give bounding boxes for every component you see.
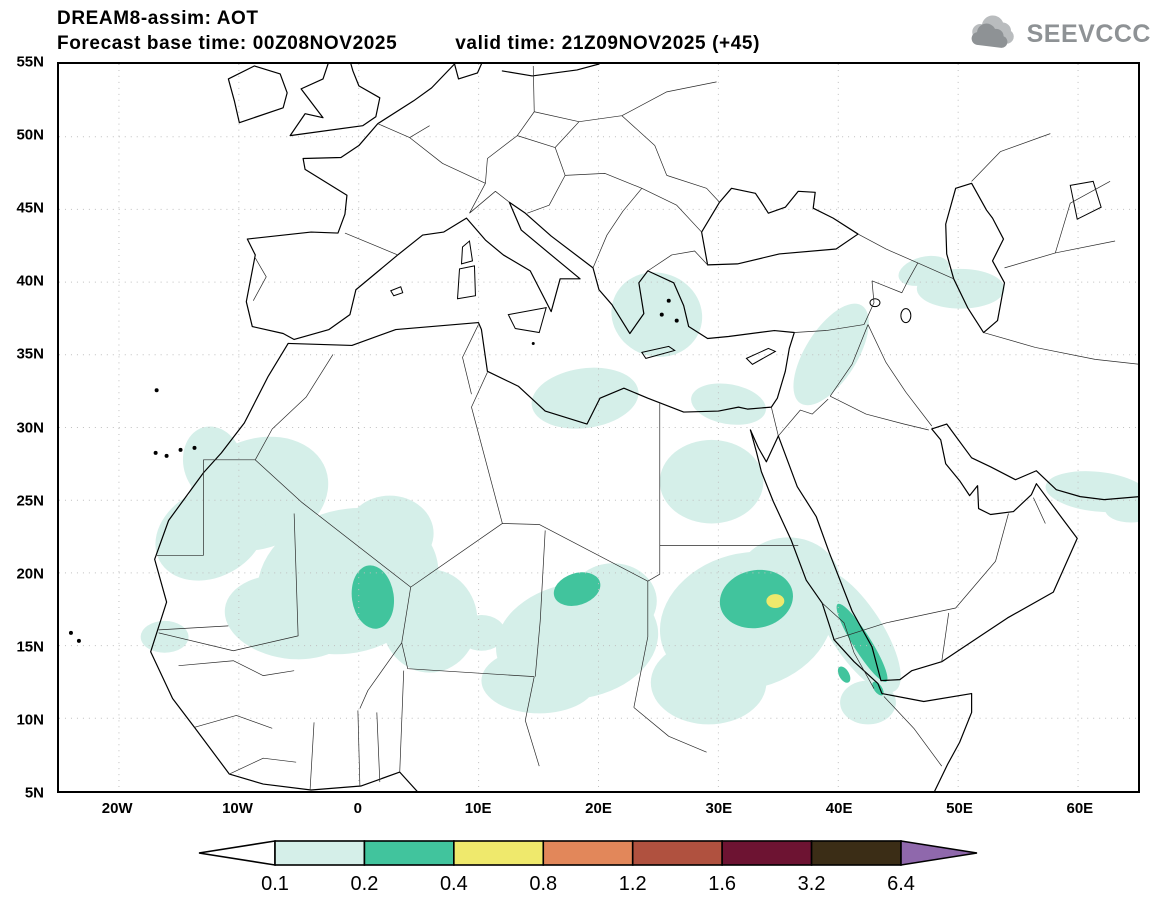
island-aegean (659, 312, 664, 317)
colorbar-segment (363, 840, 455, 866)
colorbar-tick-label: 3.2 (798, 873, 826, 895)
lat-lon-gridlines (59, 64, 1138, 791)
x-axis-labels: 20W 10W 0 10E 20E 30E 40E 50E 60E (57, 797, 1140, 821)
y-axis-label: 40N (16, 272, 44, 290)
x-axis-label: 60E (1066, 800, 1094, 817)
map-frame (57, 62, 1140, 793)
island-canary (153, 450, 158, 455)
island-canary (192, 445, 197, 450)
colorbar-tick-label: 0.4 (440, 873, 468, 895)
borders-europe (252, 65, 720, 301)
lake-aral (1069, 180, 1102, 220)
lakes (869, 180, 1102, 324)
colorbar-tick-label: 0.8 (529, 873, 557, 895)
islands (68, 240, 777, 643)
x-axis-label: 50E (946, 800, 973, 817)
borders-middle-east (771, 133, 1138, 662)
island-cape-verde (76, 638, 81, 643)
coastlines (150, 64, 1138, 791)
x-axis-label: 20W (101, 800, 133, 817)
colorbar-segment (721, 840, 813, 866)
coastline-sinai-gulfs (749, 429, 779, 463)
y-axis-label: 50N (16, 126, 44, 144)
colorbar-tick-label: 6.4 (887, 873, 915, 895)
x-axis-label: 20E (585, 800, 612, 817)
colorbar-tick-label: 0.1 (261, 873, 289, 895)
colorbar-segment (274, 840, 366, 866)
island-crete (641, 345, 676, 359)
country-borders (155, 65, 1138, 791)
island-cape-verde (68, 630, 73, 635)
island-mallorca (390, 286, 404, 297)
island-madeira (154, 388, 159, 393)
y-axis-label: 30N (16, 419, 44, 436)
coastline-britain (289, 64, 381, 137)
y-axis-label: 55N (16, 53, 44, 71)
base-time-label: Forecast base time: 00Z08NOV2025 (57, 33, 398, 54)
aot-shading-0.2-0.4 (351, 565, 888, 696)
colorbar-arrow-above (900, 840, 978, 866)
page-title: DREAM8-assim: AOT (57, 8, 259, 29)
aot-shading-0.4-0.8 (766, 594, 785, 609)
colorbar-segment (810, 840, 902, 866)
y-axis-label: 15N (16, 638, 44, 656)
colorbar-arrow-below (198, 840, 276, 866)
y-axis-label: 45N (16, 199, 44, 217)
coastline-black-sea (701, 187, 859, 266)
valid-time-label: valid time: 21Z09NOV2025 (+45) (455, 33, 760, 54)
cloud-icon (964, 14, 1020, 55)
y-axis-label: 5N (24, 784, 44, 802)
coastline-caspian-sea (945, 182, 1006, 334)
island-malta (531, 341, 535, 345)
y-axis-label: 35N (16, 345, 44, 363)
island-aegean (674, 318, 679, 323)
colorbar-segment (631, 840, 723, 866)
island-cyprus (745, 347, 777, 365)
colorbar-canvas: 0.1 0.2 0.4 0.8 1.2 1.6 3.2 6.4 (198, 840, 978, 895)
y-axis-labels: 55N 50N 45N 40N 35N 30N 25N 20N 15N 10N 5N (0, 54, 50, 802)
y-axis-label: 25N (16, 492, 44, 510)
x-axis-label: 40E (825, 800, 853, 817)
coastline-arabia-persian-gulf (777, 423, 1138, 682)
island-sicily (507, 307, 547, 334)
coastline-baltic (501, 64, 600, 77)
x-axis-label: 30E (705, 800, 733, 817)
colorbar-tick-label: 1.2 (619, 873, 647, 895)
colorbar-segment (453, 840, 545, 866)
island-corsica (460, 240, 474, 265)
island-canary (164, 453, 169, 458)
colorbar: 0.1 0.2 0.4 0.8 1.2 1.6 3.2 6.4 (193, 838, 983, 896)
x-axis-label: 0 (353, 800, 362, 817)
island-aegean (666, 298, 671, 303)
borders-africa (155, 324, 943, 791)
island-sardinia (456, 265, 476, 300)
x-axis-label: 10W (222, 800, 253, 817)
forecast-time-line: Forecast base time: 00Z08NOV2025 valid ti… (57, 33, 760, 55)
coastline-africa-atlantic (150, 342, 418, 791)
lake-urmia (900, 308, 912, 324)
seevccc-logo: SEEVCCC (964, 14, 1151, 55)
coastline-redsea-africa-somalia (749, 429, 973, 791)
colorbar-segment (542, 840, 634, 866)
x-axis-label: 10E (464, 800, 492, 817)
coastline-europe-mediterranean (245, 64, 795, 425)
y-axis-label: 10N (16, 711, 44, 729)
y-axis-label: 20N (16, 565, 44, 583)
lake-van (869, 298, 881, 308)
coastline-ireland (227, 65, 288, 124)
logo-text: SEEVCCC (1026, 20, 1151, 48)
island-canary (178, 447, 183, 452)
coastline-denmark (453, 64, 483, 80)
map-canvas (59, 64, 1138, 791)
colorbar-tick-label: 0.2 (351, 873, 379, 895)
colorbar-tick-label: 1.6 (708, 873, 736, 895)
